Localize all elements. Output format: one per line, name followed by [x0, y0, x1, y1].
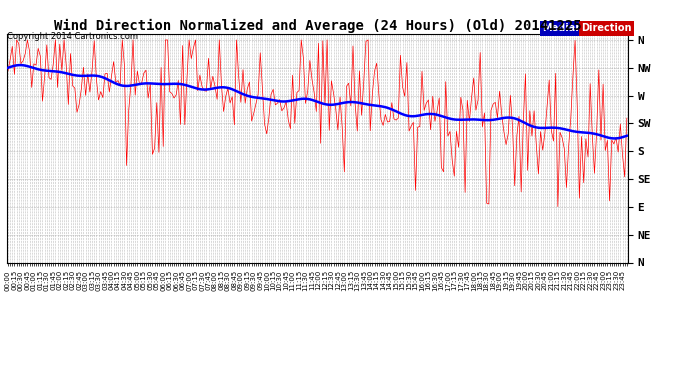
Text: Median: Median	[542, 24, 582, 33]
Text: Direction: Direction	[581, 24, 632, 33]
Text: Copyright 2014 Cartronics.com: Copyright 2014 Cartronics.com	[7, 32, 138, 41]
Title: Wind Direction Normalized and Average (24 Hours) (Old) 20141225: Wind Direction Normalized and Average (2…	[54, 18, 581, 33]
